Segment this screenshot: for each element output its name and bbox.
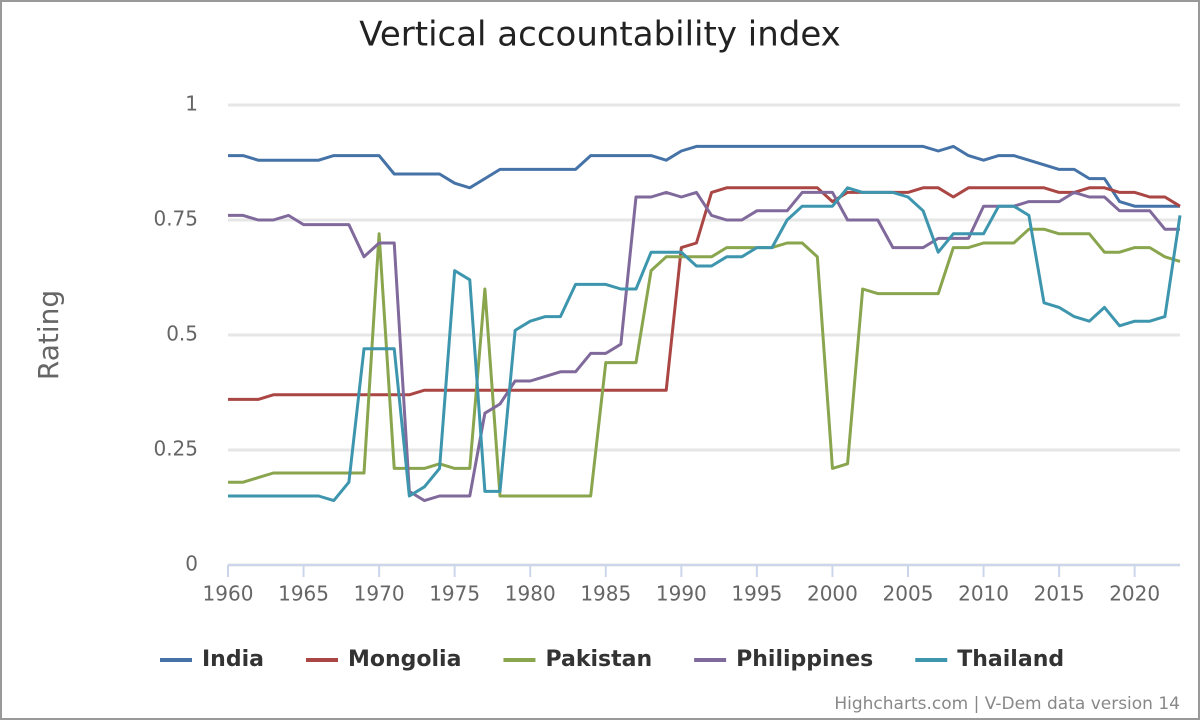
series-line (228, 144, 1180, 208)
legend-label: Mongolia (348, 647, 461, 672)
series-line (228, 186, 1181, 401)
x-tick-label: 2000 (807, 582, 858, 606)
x-tick-label: 1990 (656, 582, 707, 606)
x-tick-label: 2020 (1109, 582, 1160, 606)
credit: Highcharts.com | V-Dem data version 14 (834, 694, 1180, 714)
x-tick-label: 1970 (354, 582, 405, 606)
y-tick-label: 1 (185, 92, 198, 116)
x-tick-label: 2010 (958, 582, 1009, 606)
x-tick-label: 1995 (731, 582, 782, 606)
series-line (228, 227, 1181, 498)
legend-label: India (202, 647, 264, 672)
y-tick-label: 0.25 (153, 437, 198, 461)
x-tick-label: 1980 (505, 582, 556, 606)
x-tick-label: 1960 (203, 582, 254, 606)
legend-label: Pakistan (545, 647, 652, 672)
x-tick-label: 2005 (883, 582, 934, 606)
x-tick-label: 1985 (580, 582, 631, 606)
y-axis-label: Rating (32, 290, 65, 380)
series-line (228, 190, 1180, 503)
y-tick-label: 0.75 (153, 207, 198, 231)
legend-label: Thailand (957, 647, 1064, 672)
x-tick-label: 2015 (1034, 582, 1085, 606)
x-tick-label: 1965 (278, 582, 329, 606)
x-tick-label: 1975 (429, 582, 480, 606)
y-tick-label: 0 (185, 552, 198, 576)
y-tick-label: 0.5 (166, 322, 198, 346)
series-line (228, 186, 1182, 503)
chart-title: Vertical accountability index (359, 15, 841, 55)
legend-label: Philippines (736, 647, 873, 672)
